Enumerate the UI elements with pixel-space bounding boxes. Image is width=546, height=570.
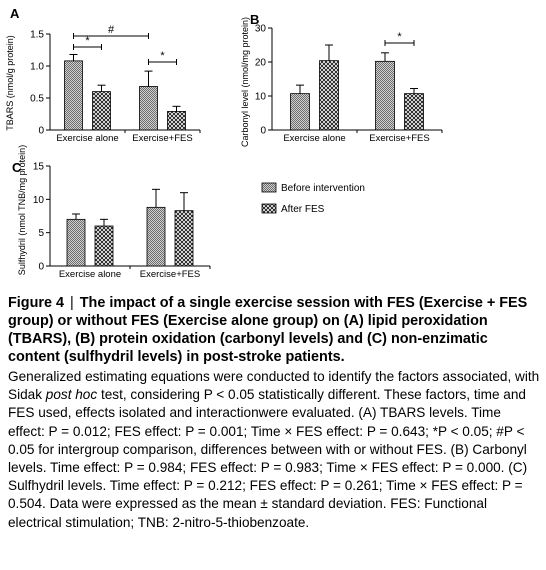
- y-tick-label: 0: [260, 126, 266, 137]
- caption-body-2: test, considering P < 0.05 statistically…: [8, 387, 528, 530]
- x-tick-label: Exercise+FES: [132, 133, 192, 144]
- bar: [404, 93, 424, 131]
- panel-letter: B: [250, 12, 259, 27]
- legend: Before intervention After FES: [261, 182, 365, 215]
- legend-label: Before intervention: [281, 183, 365, 194]
- y-tick-label: 1.0: [30, 62, 44, 73]
- y-tick-label: 0.5: [30, 94, 44, 105]
- caption-title-block: Figure 4 | The impact of a single exercise…: [8, 294, 540, 366]
- y-axis-label: Carbonyl level (nmol/mg protein): [240, 17, 250, 147]
- figure-number: Figure 4: [8, 295, 64, 311]
- bar: [319, 60, 339, 131]
- caption-separator: |: [69, 295, 74, 311]
- figure-caption: Figure 4 | The impact of a single exercise…: [8, 294, 540, 532]
- x-tick-label: Exercise+FES: [140, 269, 200, 280]
- significance-label: *: [397, 31, 402, 43]
- bar: [375, 60, 395, 131]
- bar: [167, 111, 186, 131]
- bar: [139, 86, 158, 131]
- y-tick-label: 30: [255, 24, 267, 35]
- caption-body: Generalized estimating equations were co…: [8, 368, 540, 532]
- bar: [64, 60, 83, 131]
- y-tick-label: 0: [38, 126, 44, 137]
- legend-swatch: [261, 182, 277, 193]
- legend-swatch: [261, 203, 277, 214]
- y-tick-label: 0: [38, 262, 44, 273]
- y-tick-label: 1.5: [30, 30, 44, 41]
- bar: [290, 93, 310, 131]
- legend-label: After FES: [281, 204, 325, 215]
- significance-label: *: [85, 35, 90, 47]
- chart-panels: A TBARS (nmol/g protein) 0 0.5 1.0 1.5 Exercis…: [5, 6, 443, 280]
- figure-panels: A TBARS (nmol/g protein) 0 0.5 1.0 1.5 Exercis…: [5, 6, 443, 280]
- panel-letter: C: [12, 160, 22, 175]
- panel-letter: A: [10, 6, 20, 21]
- bar: [174, 210, 194, 267]
- y-tick-label: 10: [33, 195, 45, 206]
- y-tick-label: 15: [33, 162, 45, 173]
- x-tick-label: Exercise+FES: [369, 133, 429, 144]
- x-tick-label: Exercise alone: [59, 269, 121, 280]
- bar: [92, 91, 111, 131]
- bar: [146, 206, 166, 267]
- caption-body-1: Generalized estimating equations were co…: [8, 369, 540, 403]
- caption-body-posthoc: post hoc: [45, 387, 98, 403]
- x-tick-label: Exercise alone: [283, 133, 345, 144]
- bar: [94, 225, 114, 267]
- significance-label: #: [108, 24, 115, 36]
- y-axis-label: TBARS (nmol/g protein): [5, 35, 15, 131]
- y-tick-label: 5: [38, 228, 44, 239]
- caption-title: The impact of a single exercise session …: [8, 295, 528, 365]
- panel-a: A TBARS (nmol/g protein) 0 0.5 1.0 1.5 Exercis…: [5, 6, 201, 144]
- significance-label: *: [160, 50, 165, 62]
- y-axis-label: Sulfhydril (nmol TNB/mg protein): [17, 145, 27, 275]
- bar: [66, 218, 86, 267]
- y-tick-label: 20: [255, 58, 267, 69]
- y-tick-label: 10: [255, 92, 267, 103]
- x-tick-label: Exercise alone: [56, 133, 118, 144]
